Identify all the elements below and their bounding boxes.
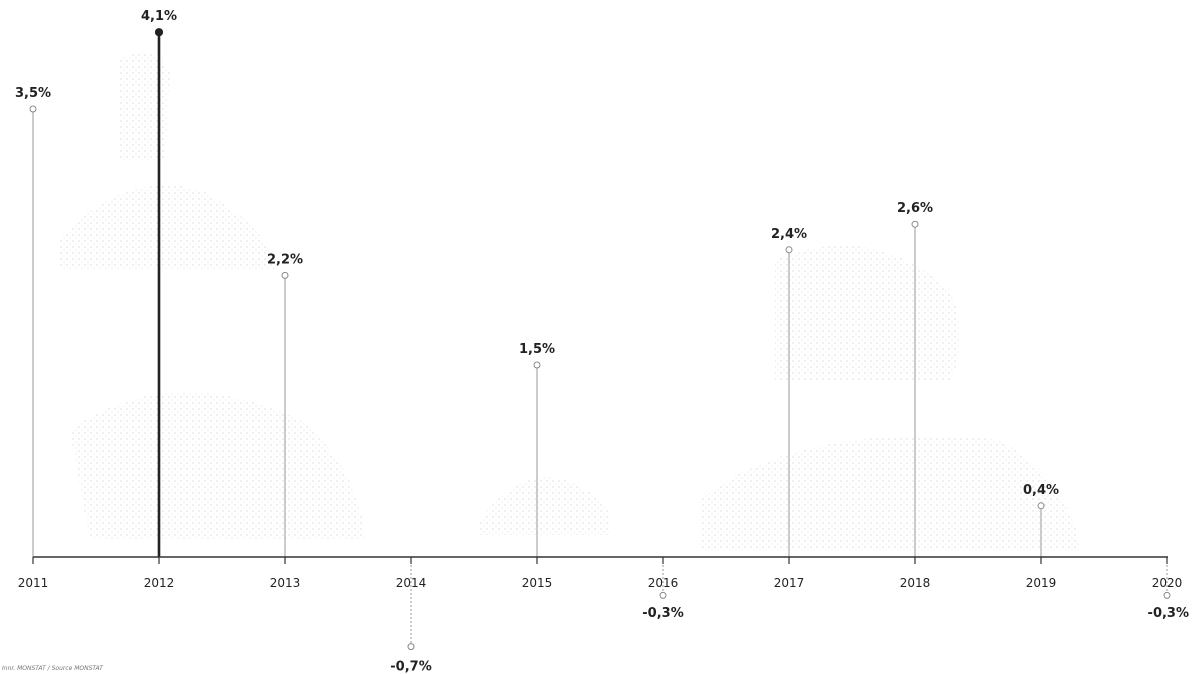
data-labels-layer: 3,5% 4,1% 2,2% -0,7% 1,5% -0,3% 2,4% 2,6% 0,4% -0… <box>15 9 1189 674</box>
x-label-2016: 2016 <box>648 576 679 590</box>
data-label-2019: 0,4% <box>1023 483 1059 498</box>
x-label-2020: 2020 <box>1152 576 1183 590</box>
x-ticks-layer <box>32 557 1168 564</box>
dot-2016 <box>659 591 667 599</box>
dot-2014 <box>407 643 415 651</box>
dot-2020 <box>1163 591 1171 599</box>
data-label-2013: 2,2% <box>267 252 303 267</box>
background-texture <box>60 52 1080 550</box>
data-label-2015: 1,5% <box>519 342 555 357</box>
dot-2017 <box>785 246 793 254</box>
x-label-2017: 2017 <box>774 576 805 590</box>
x-label-2014: 2014 <box>396 576 427 590</box>
x-label-2018: 2018 <box>900 576 931 590</box>
x-labels-layer: 2011 2012 2013 2014 2015 2016 2017 2018 2019 2020 <box>18 576 1183 590</box>
data-label-2016: -0,3% <box>642 606 683 621</box>
dot-2011 <box>29 105 37 113</box>
data-label-2014: -0,7% <box>390 660 431 674</box>
data-label-2012: 4,1% <box>141 9 177 24</box>
dot-2019 <box>1037 502 1045 510</box>
x-label-2011: 2011 <box>18 576 49 590</box>
x-label-2012: 2012 <box>144 576 175 590</box>
x-label-2013: 2013 <box>270 576 301 590</box>
dot-2013 <box>281 271 289 279</box>
data-label-2011: 3,5% <box>15 86 51 101</box>
source-note: Innr. MONSTAT / Source MONSTAT <box>2 665 104 672</box>
data-label-2018: 2,6% <box>897 201 933 216</box>
dots-layer <box>29 28 1171 651</box>
stems-layer <box>32 32 1168 647</box>
dot-2012 <box>154 28 164 37</box>
data-label-2017: 2,4% <box>771 227 807 242</box>
x-label-2019: 2019 <box>1026 576 1057 590</box>
dot-2018 <box>911 220 919 228</box>
x-label-2015: 2015 <box>522 576 553 590</box>
data-label-2020: -0,3% <box>1148 606 1189 621</box>
dot-2015 <box>533 361 541 369</box>
